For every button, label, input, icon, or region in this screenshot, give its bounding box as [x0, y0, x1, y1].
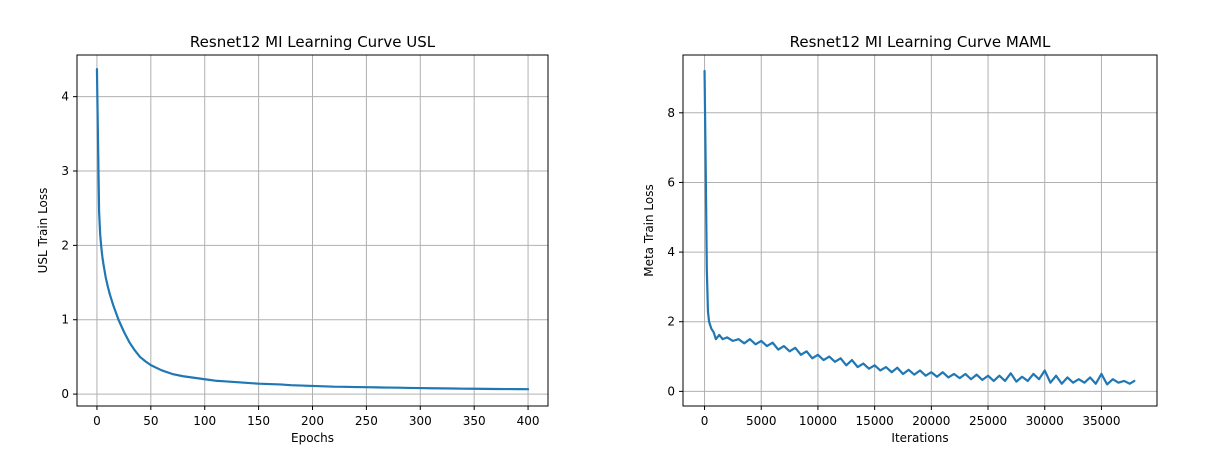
usl-ytick-label-3: 3	[61, 164, 69, 178]
maml-series-line-0	[703, 69, 1136, 386]
maml-ytick-label-4: 8	[667, 106, 675, 120]
chart-usl: 0 50 100 150 200 250 300 350 400 0 1 2 3 4 Resnet12 MI…	[36, 33, 549, 445]
usl-y-axis-label: USL Train Loss	[36, 188, 50, 274]
maml-xtick-label-0: 0	[701, 414, 709, 428]
maml-ytick-label-1: 2	[667, 315, 675, 329]
usl-ytick-label-1: 1	[61, 313, 69, 327]
maml-ytick-label-3: 6	[667, 175, 675, 189]
usl-xtick-label-2: 100	[193, 414, 216, 428]
usl-xtick-label-5: 250	[355, 414, 378, 428]
maml-axes-frame	[682, 54, 1158, 407]
usl-xtick-label-4: 200	[301, 414, 324, 428]
maml-xtick-label-4: 20000	[912, 414, 950, 428]
maml-ytick-label-2: 4	[667, 245, 675, 259]
usl-xtick-label-3: 150	[247, 414, 270, 428]
usl-series-line-0	[95, 68, 530, 391]
maml-xtick-label-5: 25000	[969, 414, 1007, 428]
usl-ytick-label-2: 2	[61, 238, 69, 252]
usl-xtick-label-6: 300	[409, 414, 432, 428]
maml-xtick-label-1: 5000	[746, 414, 777, 428]
usl-xtick-label-1: 50	[143, 414, 158, 428]
maml-x-axis-label: Iterations	[891, 431, 948, 445]
maml-xtick-label-7: 35000	[1082, 414, 1120, 428]
usl-xtick-label-7: 350	[463, 414, 486, 428]
maml-chart-title: Resnet12 MI Learning Curve MAML	[790, 33, 1051, 51]
maml-xtick-label-2: 10000	[799, 414, 837, 428]
usl-ytick-label-4: 4	[61, 90, 69, 104]
usl-xtick-label-8: 400	[517, 414, 540, 428]
maml-xtick-label-6: 30000	[1026, 414, 1064, 428]
usl-ytick-label-0: 0	[61, 387, 69, 401]
maml-ytick-label-0: 0	[667, 384, 675, 398]
usl-chart-title: Resnet12 MI Learning Curve USL	[190, 33, 436, 51]
maml-xtick-label-3: 15000	[856, 414, 894, 428]
usl-x-axis-label: Epochs	[291, 431, 334, 445]
usl-xtick-label-0: 0	[93, 414, 101, 428]
maml-y-axis-label: Meta Train Loss	[642, 184, 656, 277]
chart-maml: 0 5000 10000 15000 20000 25000 30000 35000 0 2 4 6 8…	[642, 33, 1158, 445]
